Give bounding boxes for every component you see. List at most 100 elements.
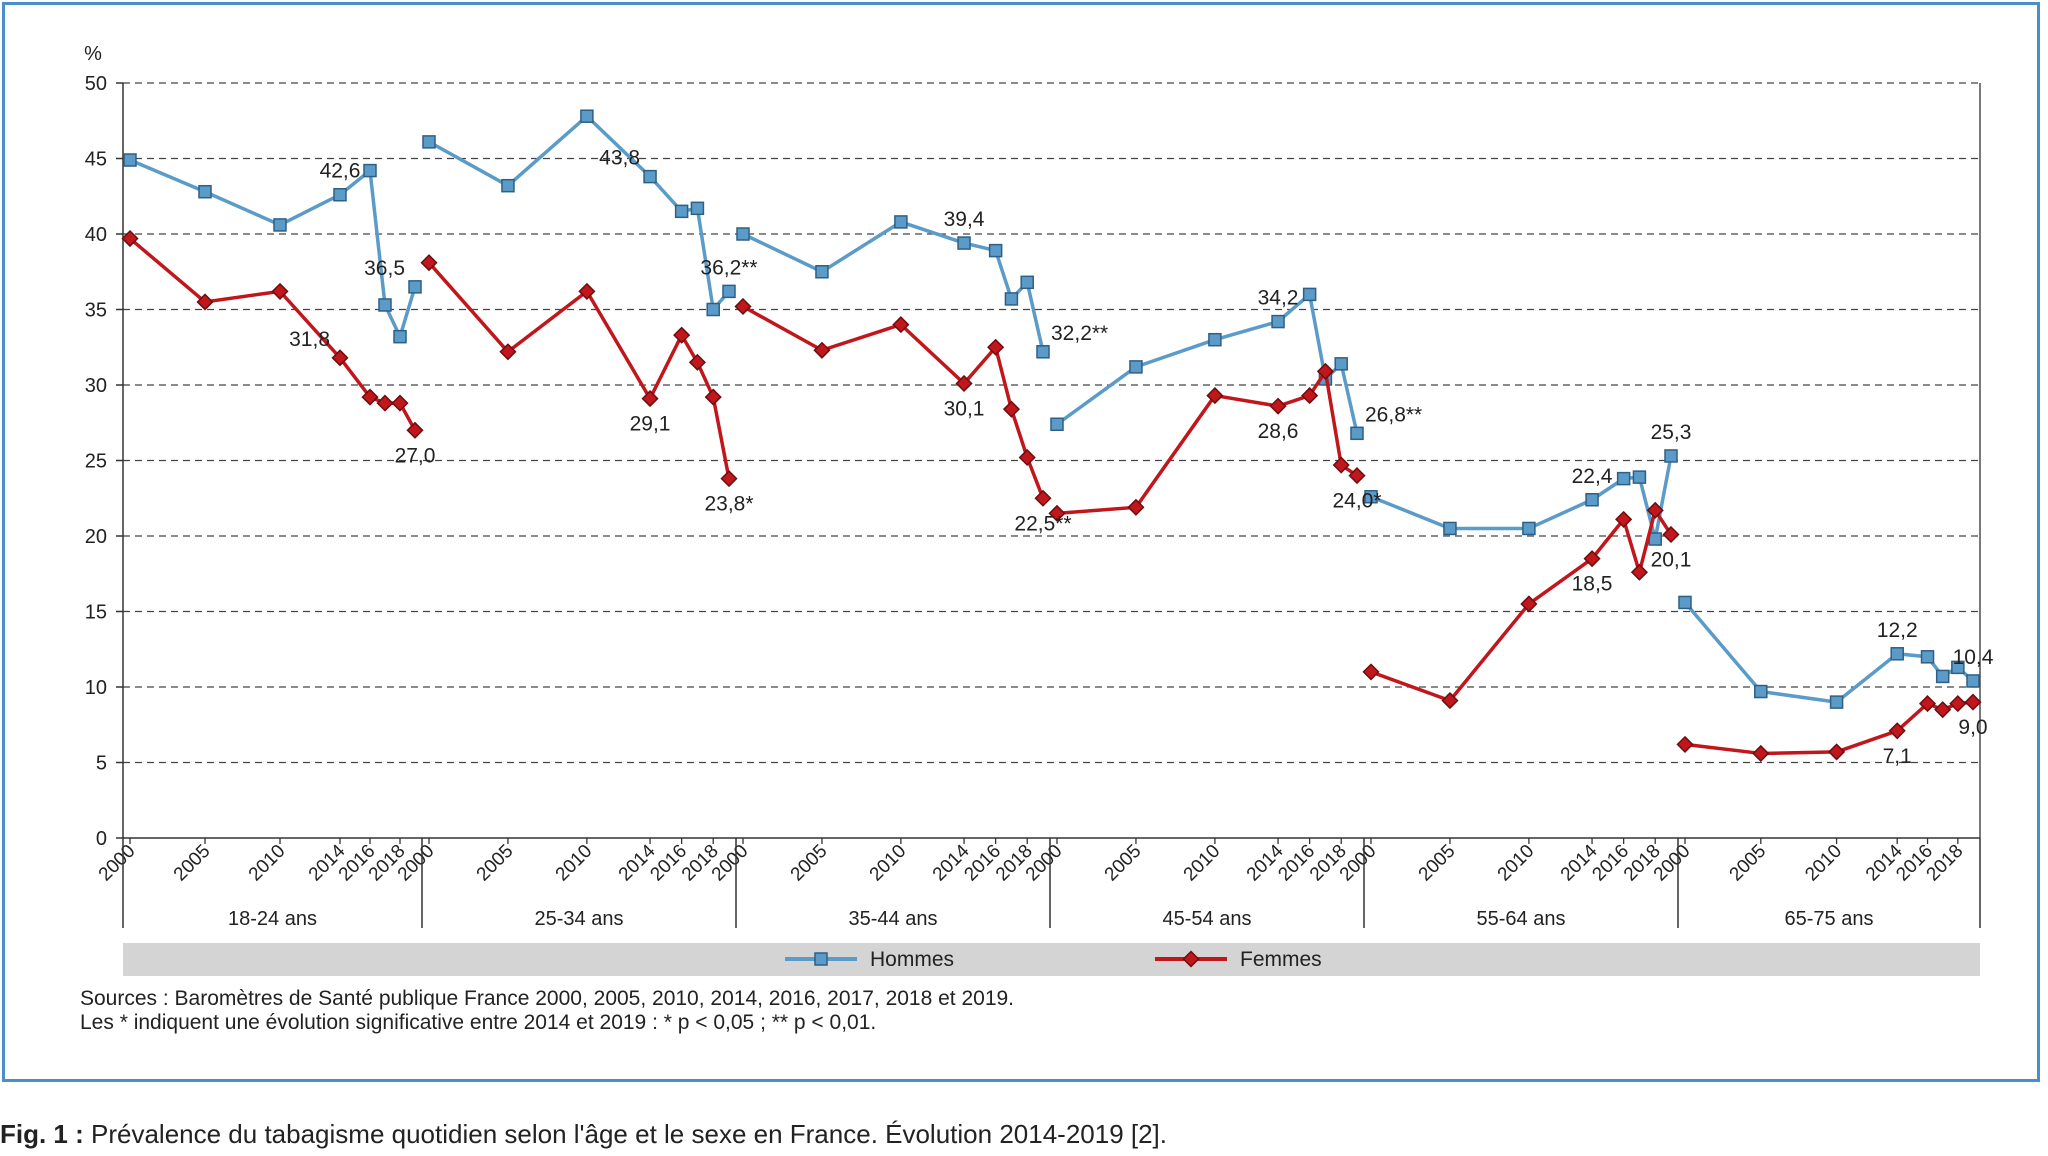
- femmes-marker: [641, 390, 659, 408]
- y-tick-label: 35: [85, 300, 107, 322]
- hommes-marker: [1829, 695, 1844, 709]
- data-label: 26,8**: [1365, 403, 1422, 426]
- hommes-marker: [580, 109, 594, 123]
- femmes-marker: [420, 254, 438, 272]
- hommes-marker: [643, 169, 657, 184]
- y-tick-label: 50: [85, 73, 107, 95]
- hommes-marker: [706, 302, 720, 317]
- femmes-marker: [1934, 701, 1952, 719]
- femmes-marker: [1918, 695, 1937, 713]
- femmes-marker: [734, 297, 752, 316]
- legend: Hommes Femmes: [123, 943, 1980, 976]
- femmes-marker: [1269, 397, 1287, 415]
- hommes-marker: [1754, 684, 1768, 699]
- hommes-marker: [1443, 521, 1457, 536]
- y-tick-label: 10: [85, 677, 107, 699]
- femmes-marker: [1964, 693, 1982, 711]
- hommes-marker: [1522, 521, 1536, 536]
- hommes-marker: [333, 187, 347, 202]
- femmes-marker: [331, 349, 349, 367]
- femmes-marker: [1646, 501, 1664, 519]
- hommes-marker: [422, 135, 436, 149]
- femmes-marker: [1615, 510, 1633, 528]
- hommes-marker: [1648, 532, 1662, 546]
- data-label: 20,1: [1651, 548, 1692, 571]
- femmes-line: [1370, 508, 1673, 703]
- hommes-marker: [501, 178, 515, 193]
- femmes-marker: [720, 470, 738, 488]
- hommes-marker: [1004, 292, 1019, 306]
- x-tick-label: 2010: [1494, 841, 1539, 886]
- data-label: 7,1: [1883, 745, 1912, 768]
- femmes-marker: [1583, 550, 1601, 568]
- data-label: 23,8*: [704, 493, 753, 516]
- data-label: 34,2: [1258, 287, 1299, 310]
- data-label: 22,5**: [1014, 512, 1071, 535]
- hommes-marker: [123, 153, 137, 167]
- femmes-marker: [1301, 387, 1319, 405]
- femmes-marker: [1662, 525, 1680, 544]
- hommes-marker: [1935, 669, 1950, 684]
- hommes-marker: [894, 215, 908, 229]
- legend-label: Hommes: [870, 948, 954, 971]
- hommes-marker: [1920, 650, 1935, 664]
- data-label: 25,3: [1651, 421, 1692, 444]
- femmes-marker: [892, 316, 910, 334]
- x-tick-label: 2005: [170, 841, 215, 886]
- femmes-marker: [1127, 498, 1145, 516]
- group-label: 35-44 ans: [849, 908, 938, 930]
- hommes-marker: [815, 265, 829, 279]
- data-label: 9,0: [1958, 716, 1987, 739]
- femmes-line: [1056, 369, 1358, 516]
- data-label: 12,2: [1877, 619, 1918, 642]
- hommes-line: [1370, 455, 1673, 541]
- hommes-marker: [1678, 595, 1692, 610]
- femmes-marker: [704, 388, 722, 406]
- femmes-marker: [1520, 595, 1538, 613]
- y-tick-label: 0: [96, 828, 107, 850]
- hommes-marker: [1208, 332, 1222, 347]
- x-tick-label: 2005: [1101, 841, 1146, 886]
- hommes-marker: [378, 298, 392, 312]
- y-tick-label: 45: [85, 149, 107, 171]
- hommes-marker: [1632, 470, 1647, 484]
- y-tick-label: 40: [85, 224, 107, 246]
- x-tick-label: 2010: [1801, 841, 1846, 886]
- group-label: 45-54 ans: [1163, 908, 1252, 930]
- femmes-marker: [391, 394, 409, 412]
- hommes-marker: [393, 329, 407, 344]
- group-label: 65-75 ans: [1785, 908, 1874, 930]
- legend-background: [123, 943, 1980, 976]
- x-tick-label: 2005: [473, 841, 518, 886]
- hommes-marker: [1664, 449, 1678, 463]
- hommes-marker: [1334, 357, 1348, 371]
- hommes-marker: [1966, 674, 1980, 688]
- caption-text: Prévalence du tabagisme quotidien selon …: [83, 1119, 1168, 1149]
- x-tick-label: 2010: [866, 841, 911, 886]
- grid-layer: [123, 82, 1980, 764]
- series-layer: [121, 109, 1982, 763]
- caption-label: Fig. 1 :: [0, 1119, 84, 1149]
- y-axis-label: %: [84, 43, 102, 65]
- hommes-marker: [1302, 287, 1317, 302]
- hommes-marker: [1350, 426, 1364, 441]
- y-tick-label: 5: [96, 753, 107, 775]
- femmes-marker: [987, 338, 1005, 356]
- femmes-marker: [1752, 744, 1770, 763]
- hommes-marker: [1036, 345, 1050, 359]
- hommes-marker: [1951, 660, 1965, 675]
- legend-swatch-marker: [1182, 950, 1200, 968]
- x-tick-label: 2018: [1923, 841, 1968, 886]
- data-label: 22,4: [1572, 465, 1613, 488]
- hommes-marker: [1271, 314, 1285, 329]
- legend-label: Femmes: [1240, 948, 1322, 971]
- x-tick-label: 2010: [552, 841, 597, 886]
- femmes-marker: [1676, 735, 1694, 753]
- hommes-marker: [674, 204, 689, 219]
- y-tick-label: 30: [85, 375, 107, 397]
- x-tick-label: 2010: [1180, 841, 1225, 886]
- femmes-marker: [813, 341, 831, 359]
- femmes-marker: [1206, 387, 1224, 405]
- data-label: 39,4: [944, 208, 985, 231]
